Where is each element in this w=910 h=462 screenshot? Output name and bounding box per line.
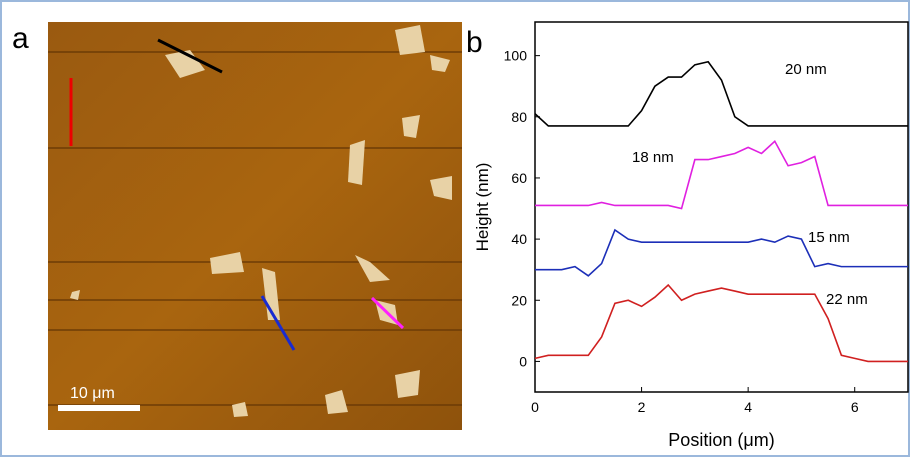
line-label: 15 nm <box>808 229 850 246</box>
y-axis-label: Height (nm) <box>473 163 492 252</box>
plot-area <box>534 21 909 393</box>
afm-image <box>48 22 462 430</box>
data-line <box>535 139 908 210</box>
line-label: 20 nm <box>785 61 827 78</box>
x-axis-label: Position (μm) <box>668 430 774 450</box>
panel-label: a <box>12 22 29 55</box>
data-line <box>534 283 908 363</box>
y-tick-label: 0 <box>519 353 527 369</box>
y-tick-label: 40 <box>511 231 527 247</box>
x-tick-label: 4 <box>744 399 752 415</box>
y-tick-label: 100 <box>504 48 528 64</box>
x-tick-label: 6 <box>851 399 859 415</box>
x-tick-label: 2 <box>638 399 646 415</box>
data-line <box>534 60 908 127</box>
y-tick-label: 60 <box>511 170 527 186</box>
panel-label: b <box>466 26 483 59</box>
y-tick-label: 80 <box>511 109 527 125</box>
x-tick-label: 0 <box>531 399 539 415</box>
data-line <box>535 228 908 277</box>
line-label: 22 nm <box>826 291 868 308</box>
line-label: 18 nm <box>632 149 674 166</box>
y-tick-label: 20 <box>511 292 527 308</box>
scale-bar-label: 10 μm <box>70 385 115 402</box>
